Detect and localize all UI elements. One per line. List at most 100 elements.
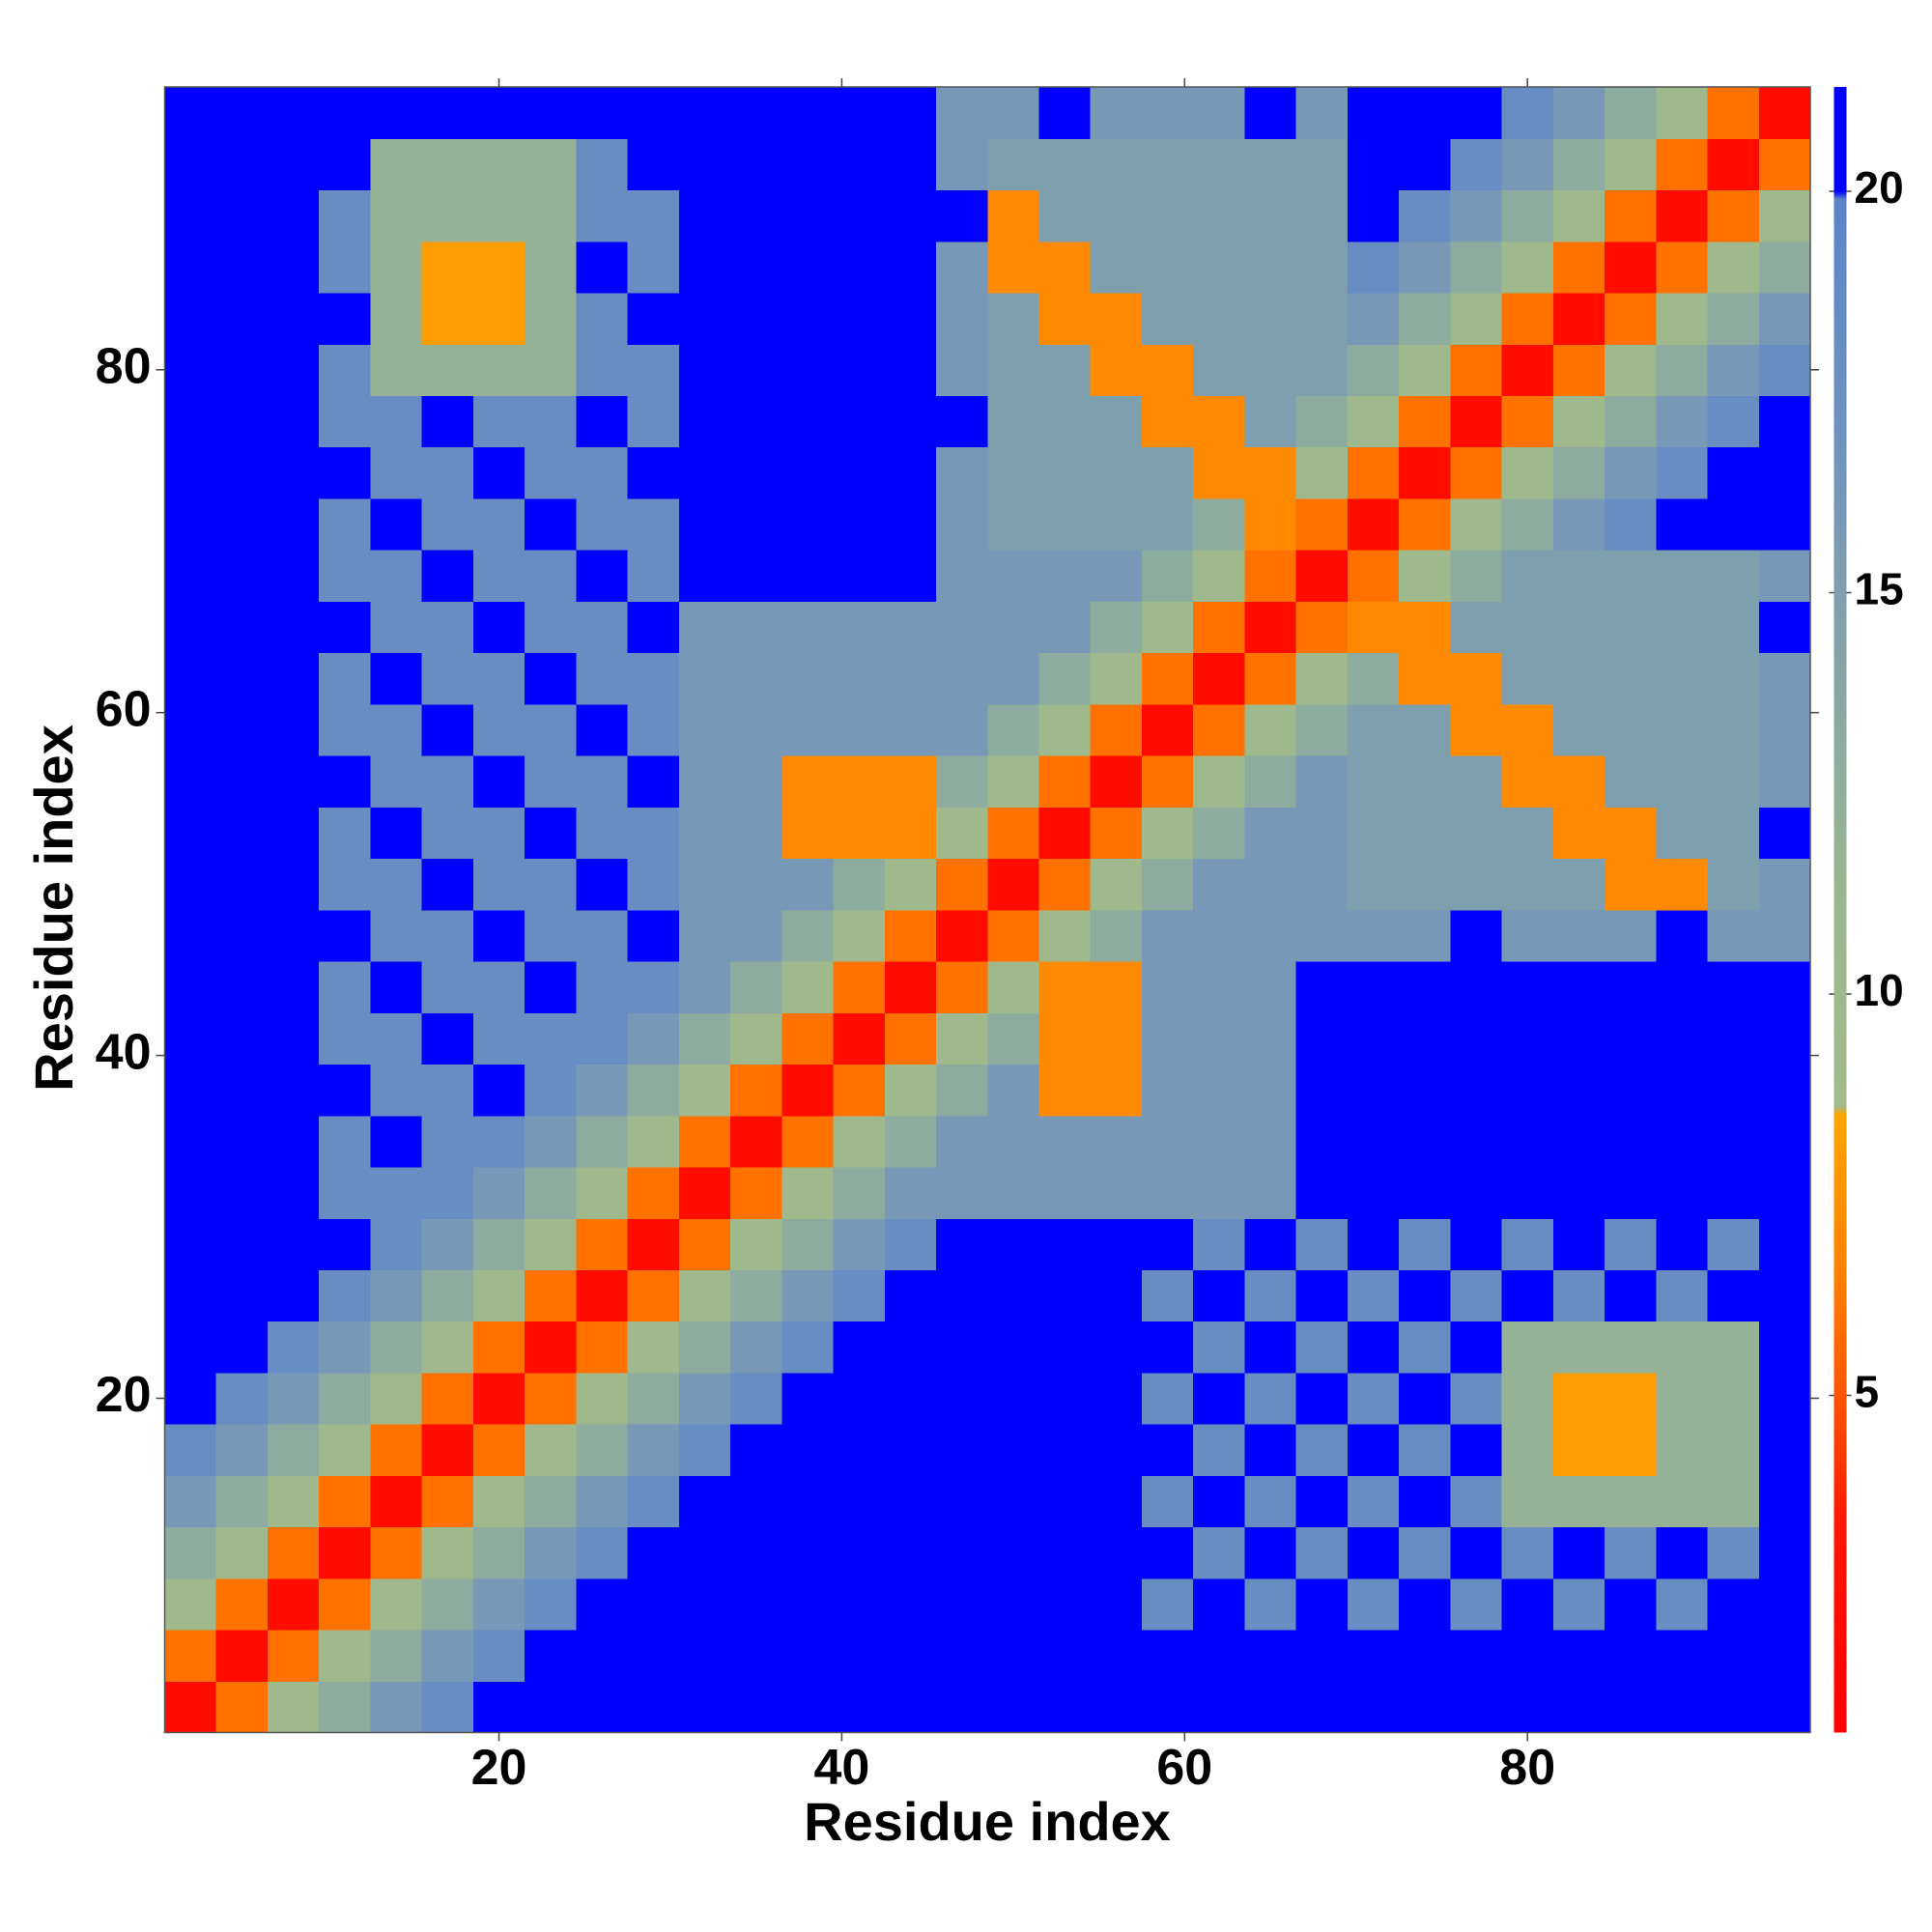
heatmap-cell <box>1450 1681 1503 1734</box>
heatmap-cell <box>1758 241 1811 294</box>
heatmap-cell <box>781 1012 835 1065</box>
heatmap-cell <box>884 497 937 551</box>
heatmap-cell <box>936 807 988 860</box>
heatmap-cell <box>678 138 731 191</box>
heatmap-cell <box>730 1012 782 1065</box>
heatmap-cell <box>472 292 526 345</box>
heatmap-cell <box>1552 1064 1605 1117</box>
heatmap-cell <box>525 1012 577 1065</box>
heatmap-cell <box>1193 858 1246 911</box>
heatmap-cell <box>267 1269 320 1322</box>
colorbar-tick-label: 10 <box>1855 965 1904 1015</box>
heatmap-cell <box>1090 189 1143 242</box>
heatmap-cell <box>1605 1166 1657 1219</box>
heatmap-cell <box>472 189 526 242</box>
heatmap-cell <box>164 1166 217 1219</box>
heatmap-cell <box>627 446 680 499</box>
heatmap-cell <box>215 446 269 499</box>
heatmap-cell <box>1501 292 1554 345</box>
heatmap-cell <box>370 1526 423 1579</box>
heatmap-cell <box>472 1115 526 1168</box>
heatmap-cell <box>884 755 937 808</box>
heatmap-cell <box>1605 1630 1657 1682</box>
x-tick-label: 60 <box>1156 1740 1212 1796</box>
heatmap-cell <box>1758 87 1811 139</box>
heatmap-cell <box>1141 1269 1194 1322</box>
heatmap-cell <box>884 807 937 860</box>
heatmap-cell <box>1090 1424 1143 1476</box>
heatmap-cell <box>576 1372 629 1425</box>
heatmap-cell <box>987 601 1040 654</box>
heatmap-cell <box>267 344 320 397</box>
heatmap-cell <box>1758 909 1811 962</box>
heatmap-cell <box>936 858 988 911</box>
heatmap-cell <box>1707 1269 1760 1322</box>
heatmap-cell <box>987 550 1040 602</box>
heatmap-cell <box>627 292 680 345</box>
heatmap-cell <box>525 550 577 602</box>
heatmap-cell <box>1758 807 1811 860</box>
heatmap-cell <box>781 858 835 911</box>
heatmap-cell <box>215 807 269 860</box>
heatmap-cell <box>1758 395 1811 448</box>
heatmap-cell <box>1552 189 1605 242</box>
heatmap-cell <box>1090 1577 1143 1631</box>
heatmap-cell <box>1295 1321 1349 1374</box>
heatmap-cell <box>1038 1166 1092 1219</box>
heatmap-cell <box>833 1012 886 1065</box>
heatmap-cell <box>421 1012 474 1065</box>
heatmap-cell <box>215 652 269 705</box>
heatmap-cell <box>987 909 1040 962</box>
heatmap-cell <box>1501 395 1554 448</box>
heatmap-cell <box>1090 652 1143 705</box>
heatmap-cell <box>319 497 372 551</box>
heatmap-cell <box>1090 703 1143 756</box>
heatmap-cell <box>1758 601 1811 654</box>
heatmap-cell <box>1605 1321 1657 1374</box>
heatmap-cell <box>1707 960 1760 1013</box>
heatmap-cell <box>1450 189 1503 242</box>
heatmap-cell <box>267 241 320 294</box>
heatmap-cell <box>1758 858 1811 911</box>
heatmap-cell <box>1038 703 1092 756</box>
heatmap-cell <box>1656 1372 1709 1425</box>
heatmap-cell <box>1141 138 1194 191</box>
heatmap-cell <box>1605 446 1657 499</box>
heatmap-cell <box>164 497 217 551</box>
heatmap-cell <box>525 1424 577 1476</box>
heatmap-cell <box>1141 497 1194 551</box>
heatmap-cell <box>936 1630 988 1682</box>
heatmap-cell <box>1656 1218 1709 1270</box>
heatmap-cell <box>1347 1577 1400 1631</box>
heatmap-cell <box>421 755 474 808</box>
heatmap-cell <box>1038 446 1092 499</box>
heatmap-cell <box>1038 807 1092 860</box>
heatmap-cell <box>1707 189 1760 242</box>
heatmap-cell <box>1707 909 1760 962</box>
heatmap-cell <box>421 1475 474 1528</box>
heatmap-cell <box>1090 138 1143 191</box>
heatmap-cell <box>1347 1526 1400 1579</box>
heatmap-cell <box>164 703 217 756</box>
heatmap-cell <box>1347 1064 1400 1117</box>
heatmap-cell <box>1295 1630 1349 1682</box>
heatmap-cell <box>1193 807 1246 860</box>
heatmap-cell <box>1656 1166 1709 1219</box>
heatmap-cell <box>525 241 577 294</box>
heatmap-cell <box>1399 601 1451 654</box>
heatmap-cell <box>781 344 835 397</box>
heatmap-cell <box>1450 395 1503 448</box>
heatmap-cell <box>576 344 629 397</box>
heatmap-cell <box>987 1218 1040 1270</box>
heatmap-cell <box>370 755 423 808</box>
heatmap-cell <box>1193 1218 1246 1270</box>
heatmap-cell <box>1758 1577 1811 1631</box>
heatmap-cell <box>781 1577 835 1631</box>
heatmap-cell <box>987 138 1040 191</box>
heatmap-cell <box>1501 1321 1554 1374</box>
heatmap-cell <box>1090 1269 1143 1322</box>
heatmap-cell <box>1605 497 1657 551</box>
heatmap-cell <box>319 344 372 397</box>
heatmap-cell <box>1707 292 1760 345</box>
heatmap-cell <box>833 1321 886 1374</box>
